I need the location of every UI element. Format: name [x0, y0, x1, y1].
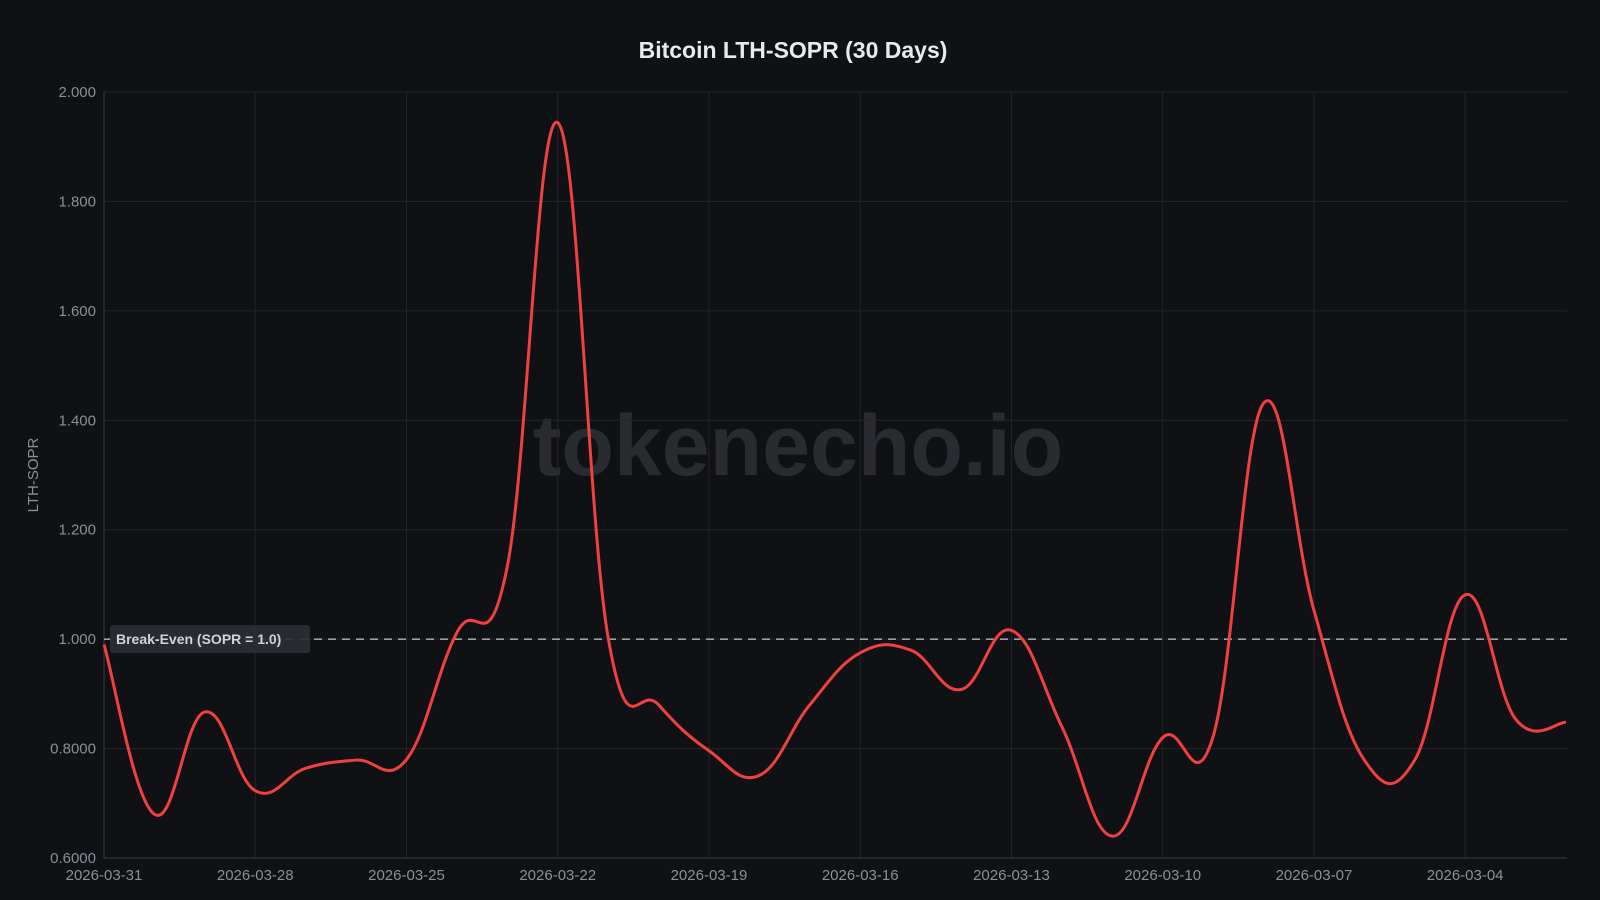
- axes: 0.6000 0.8000 1.000 1.200 1.400 1.600 1.800 2.0…: [50, 84, 1567, 884]
- x-tick-label: 2026-03-22: [519, 867, 596, 884]
- break-even-label: Break-Even (SOPR = 1.0): [116, 631, 281, 647]
- x-tick-label: 2026-03-04: [1427, 867, 1504, 884]
- x-tick-label: 2026-03-31: [66, 867, 143, 884]
- x-tick-label: 2026-03-13: [973, 867, 1050, 884]
- y-tick-label: 2.000: [58, 84, 96, 101]
- x-tick-label: 2026-03-28: [217, 867, 294, 884]
- y-axis-label: LTH-SOPR: [25, 437, 42, 512]
- watermark: tokenecho.io: [533, 398, 1063, 494]
- x-tick-label: 2026-03-07: [1276, 867, 1353, 884]
- chart-title: Bitcoin LTH-SOPR (30 Days): [639, 37, 948, 63]
- y-tick-label: 1.000: [58, 631, 96, 648]
- y-tick-label: 1.400: [58, 412, 96, 429]
- break-even-label-bg: [110, 625, 310, 654]
- y-tick-label: 0.8000: [50, 741, 96, 758]
- y-tick-label: 0.6000: [50, 850, 96, 867]
- series: [102, 121, 1567, 838]
- x-tick-label: 2026-03-10: [1124, 867, 1201, 884]
- grid: [103, 91, 1567, 859]
- x-tick-label: 2026-03-16: [822, 867, 899, 884]
- y-tick-label: 1.600: [58, 303, 96, 320]
- y-tick-label: 1.200: [58, 522, 96, 539]
- sopr-line: [102, 121, 1567, 838]
- x-tick-label: 2026-03-19: [671, 867, 748, 884]
- y-tick-label: 1.800: [58, 193, 96, 210]
- break-even-line: Break-Even (SOPR = 1.0): [104, 625, 1567, 654]
- x-tick-label: 2026-03-25: [368, 867, 445, 884]
